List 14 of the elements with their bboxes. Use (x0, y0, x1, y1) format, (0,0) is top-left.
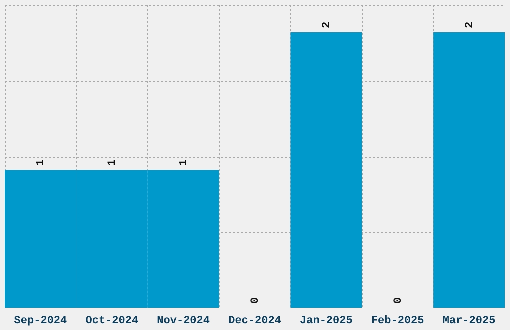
data-label: 0 (392, 297, 405, 304)
x-tick-label: Oct-2024 (86, 316, 139, 328)
data-label: 1 (178, 159, 191, 166)
x-tick-label: Feb-2025 (371, 316, 425, 328)
data-label: 0 (250, 297, 262, 304)
x-tick-label: Nov-2024 (157, 316, 210, 328)
data-label: 2 (321, 22, 334, 29)
data-label: 1 (107, 159, 120, 166)
x-tick-label: Dec-2024 (228, 316, 282, 328)
x-tick-label: Mar-2025 (442, 316, 496, 328)
data-label: 1 (36, 159, 48, 166)
x-tick-label: Jan-2025 (300, 316, 354, 328)
x-tick-label: Sep-2024 (14, 316, 68, 328)
data-label: 2 (464, 22, 476, 29)
